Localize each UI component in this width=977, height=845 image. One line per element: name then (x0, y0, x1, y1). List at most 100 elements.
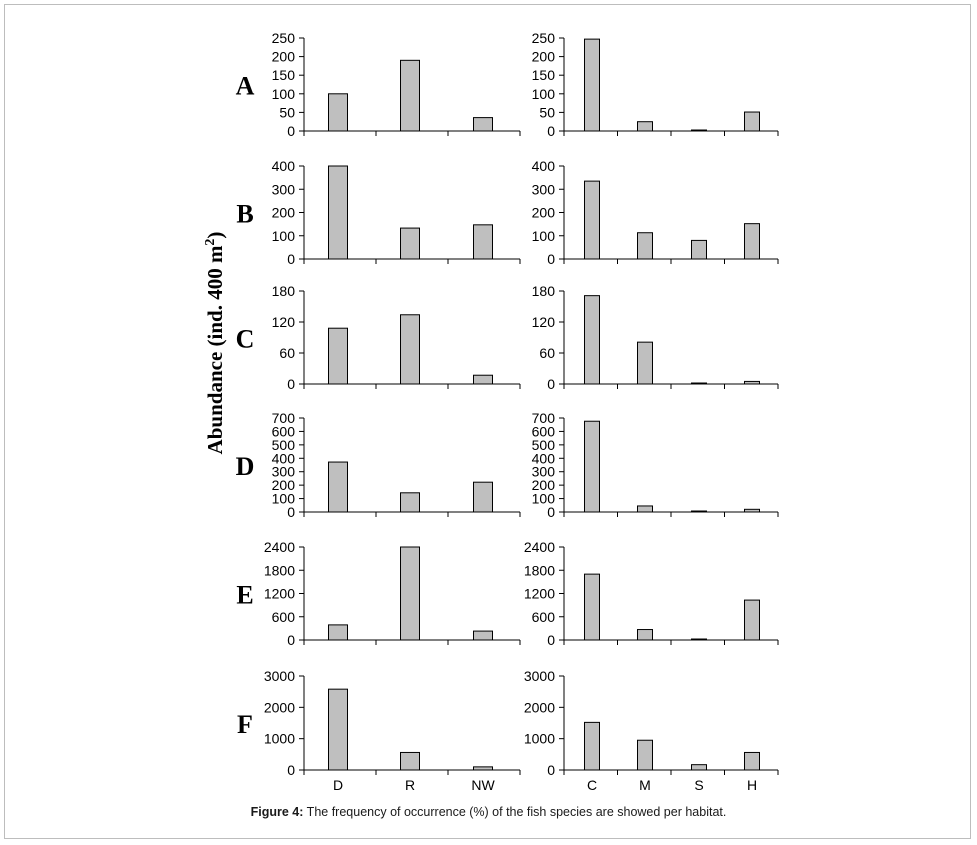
bar (473, 630, 493, 641)
y-tick-label: 0 (287, 762, 295, 778)
y-tick-label: 400 (272, 450, 296, 466)
y-tick-label: 200 (532, 49, 556, 65)
y-tick-label: 0 (287, 376, 295, 392)
y-tick-label: 100 (532, 86, 556, 102)
y-tick-label: 0 (547, 504, 555, 520)
y-tick-label: 300 (532, 181, 556, 197)
bar (584, 295, 600, 385)
bar (400, 492, 420, 513)
bar (637, 121, 653, 132)
bar (400, 751, 420, 771)
y-tick-label: 0 (287, 251, 295, 267)
y-tick-label: 200 (272, 477, 296, 493)
y-axis-title: Abundance (ind. 400 m2) (203, 232, 227, 455)
x-tick-label: H (747, 777, 757, 793)
y-tick-label: 50 (539, 104, 555, 120)
y-tick-label: 400 (272, 158, 296, 174)
panel-row-label: F (237, 710, 253, 739)
y-tick-label: 150 (532, 67, 556, 83)
y-tick-label: 60 (539, 345, 555, 361)
bar (637, 232, 653, 260)
y-tick-label: 0 (287, 632, 295, 648)
x-tick-label: S (694, 777, 703, 793)
y-tick-label: 1800 (264, 562, 295, 578)
bar (584, 573, 600, 641)
y-tick-label: 0 (547, 632, 555, 648)
y-tick-label: 150 (272, 67, 296, 83)
x-tick-label: C (587, 777, 597, 793)
caption-text: The frequency of occurrence (%) of the f… (303, 805, 727, 819)
y-tick-label: 200 (272, 205, 296, 221)
y-tick-label: 100 (532, 491, 556, 507)
bar (691, 129, 707, 132)
bar (691, 638, 707, 641)
y-tick-label: 700 (272, 410, 296, 426)
y-tick-label: 120 (272, 314, 296, 330)
panel-row-label: D (236, 452, 255, 481)
panel-row-label: E (236, 581, 253, 610)
y-tick-label: 2400 (264, 539, 295, 555)
bar (328, 461, 348, 513)
bar (400, 546, 420, 641)
y-tick-label: 120 (532, 314, 556, 330)
bar (473, 224, 493, 260)
bar (328, 93, 348, 132)
y-tick-label: 2000 (524, 699, 555, 715)
bar (400, 227, 420, 260)
bar (328, 327, 348, 385)
y-tick-label: 600 (272, 423, 296, 439)
bar (744, 111, 760, 132)
bar (400, 59, 420, 132)
x-tick-label: NW (471, 777, 495, 793)
y-tick-label: 0 (547, 251, 555, 267)
y-tick-label: 600 (532, 609, 556, 625)
bar (473, 766, 493, 771)
y-tick-label: 60 (279, 345, 295, 361)
y-tick-label: 180 (532, 283, 556, 299)
bar (691, 239, 707, 260)
y-tick-label: 700 (532, 410, 556, 426)
bar (637, 341, 653, 385)
y-tick-label: 0 (287, 504, 295, 520)
y-tick-label: 500 (532, 437, 556, 453)
bar (744, 380, 760, 385)
x-tick-label: M (639, 777, 651, 793)
panel-row-label: C (236, 325, 255, 354)
bar (744, 508, 760, 513)
x-tick-label: D (333, 777, 343, 793)
bar (637, 629, 653, 641)
y-tick-label: 400 (532, 450, 556, 466)
bar (473, 117, 493, 132)
bar (328, 165, 348, 260)
y-tick-label: 600 (532, 423, 556, 439)
y-tick-label: 0 (547, 123, 555, 139)
bar (473, 374, 493, 385)
bar (744, 223, 760, 260)
y-tick-label: 500 (272, 437, 296, 453)
bar (400, 314, 420, 385)
y-tick-label: 180 (272, 283, 296, 299)
y-tick-label: 3000 (524, 668, 555, 684)
y-tick-label: 0 (547, 376, 555, 392)
caption-label: Figure 4: (250, 805, 304, 819)
y-tick-label: 300 (272, 464, 296, 480)
y-tick-label: 200 (532, 477, 556, 493)
bar (744, 751, 760, 771)
y-tick-label: 2000 (264, 699, 295, 715)
y-tick-label: 2400 (524, 539, 555, 555)
bar (584, 180, 600, 260)
x-tick-label: R (405, 777, 415, 793)
y-tick-label: 1200 (264, 586, 295, 602)
bar (473, 481, 493, 513)
y-tick-label: 100 (272, 491, 296, 507)
bar (328, 688, 348, 771)
y-tick-label: 100 (272, 86, 296, 102)
y-tick-label: 200 (272, 49, 296, 65)
bar (584, 38, 600, 132)
y-tick-label: 1000 (524, 731, 555, 747)
y-tick-label: 100 (532, 228, 556, 244)
bar (637, 739, 653, 771)
y-tick-label: 600 (272, 609, 296, 625)
y-tick-label: 200 (532, 205, 556, 221)
